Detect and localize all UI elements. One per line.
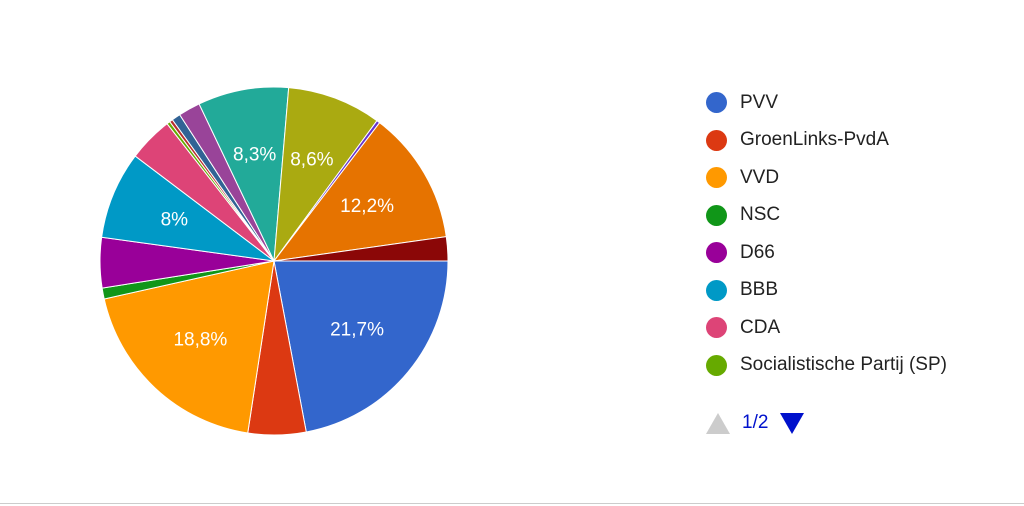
slice-label: 21,7% <box>330 319 384 340</box>
legend-label: PVV <box>740 91 779 113</box>
legend-label: CDA <box>740 316 781 338</box>
legend-item[interactable]: VVD <box>706 159 947 197</box>
legend-label: GroenLinks-PvdA <box>740 129 889 151</box>
next-page-icon[interactable] <box>780 412 805 434</box>
pie-slice[interactable] <box>101 155 276 262</box>
legend-item[interactable]: CDA <box>706 309 947 347</box>
legend-swatch <box>706 279 727 301</box>
slice-label: 12,2% <box>340 196 394 217</box>
legend-pager: 1/2 <box>706 412 805 434</box>
chart-legend: PVV GroenLinks-PvdA VVD NSC D66 BBB CDA Sociali… <box>706 84 947 384</box>
pie-slice-labels: 21,7% 18,8% 8% 8,3% 8,6% 12,2% <box>161 144 395 350</box>
legend-swatch <box>706 167 727 189</box>
legend-item[interactable]: PVV <box>706 84 947 122</box>
pie-slices <box>99 86 449 436</box>
legend-label: BBB <box>740 279 779 301</box>
pie-slice[interactable] <box>272 122 447 262</box>
legend-swatch <box>706 242 727 264</box>
divider <box>0 503 1024 504</box>
legend-label: Socialistische Partij (SP) <box>740 354 947 376</box>
legend-swatch <box>706 354 727 376</box>
legend-swatch <box>706 204 727 226</box>
pie-slice[interactable] <box>273 236 449 262</box>
legend-item[interactable]: Socialistische Partij (SP) <box>706 347 947 385</box>
legend-item[interactable]: GroenLinks-PvdA <box>706 122 947 160</box>
legend-item[interactable]: D66 <box>706 234 947 272</box>
previous-page-icon <box>706 412 730 434</box>
pie-slice[interactable] <box>273 87 378 263</box>
legend-item[interactable]: NSC <box>706 197 947 235</box>
pie-chart: 21,7% 18,8% 8% 8,3% 8,6% 12,2% <box>99 86 449 436</box>
pie-slice[interactable] <box>273 260 449 433</box>
slice-label: 18,8% <box>173 329 227 350</box>
pie-slice[interactable] <box>198 86 290 263</box>
slice-label: 8% <box>161 209 189 230</box>
legend-item[interactable]: BBB <box>706 272 947 310</box>
pie-slice[interactable] <box>103 260 275 434</box>
legend-swatch <box>706 92 727 114</box>
legend-swatch <box>706 129 727 151</box>
slice-label: 8,3% <box>233 144 276 165</box>
legend-page-indicator: 1/2 <box>742 412 769 433</box>
legend-swatch <box>706 317 727 339</box>
slice-label: 8,6% <box>290 149 333 170</box>
legend-label: NSC <box>740 204 781 226</box>
legend-label: VVD <box>740 166 780 188</box>
legend-label: D66 <box>740 241 775 263</box>
